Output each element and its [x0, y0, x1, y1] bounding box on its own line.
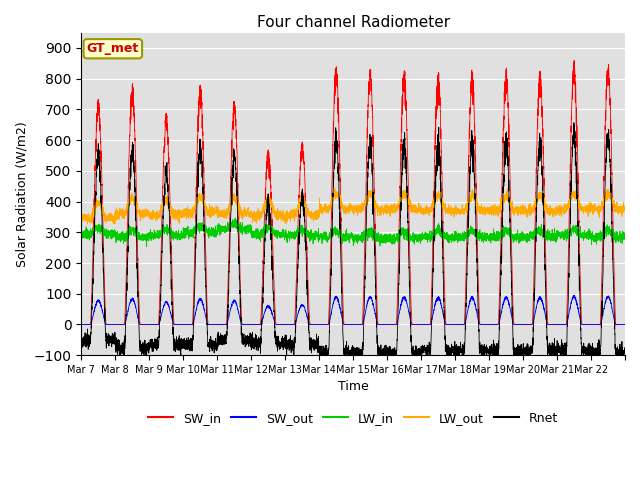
Rnet [373, 333, 381, 338]
LW_in [231, 215, 239, 221]
LW_out [502, 193, 510, 199]
SW_in [190, 281, 198, 287]
LW_in [143, 244, 150, 250]
Rnet [621, 350, 629, 356]
SW_in [403, 100, 410, 106]
SW_out [190, 317, 198, 323]
Rnet [349, 363, 357, 369]
Line: LW_out: LW_out [81, 188, 625, 224]
SW_out [529, 321, 537, 326]
LW_in [403, 233, 410, 239]
SW_in [502, 74, 510, 80]
Title: Four channel Radiometer: Four channel Radiometer [257, 15, 450, 30]
LW_out [529, 204, 537, 210]
SW_out [77, 322, 85, 327]
SW_in [621, 322, 629, 327]
Rnet [502, 131, 510, 136]
LW_out [77, 211, 85, 216]
LW_in [190, 227, 198, 232]
Legend: SW_in, SW_out, LW_in, LW_out, Rnet: SW_in, SW_out, LW_in, LW_out, Rnet [143, 407, 563, 430]
SW_in [77, 322, 85, 327]
Line: LW_in: LW_in [81, 218, 625, 247]
LW_in [621, 232, 629, 238]
SW_out [502, 294, 510, 300]
LW_in [529, 237, 537, 243]
SW_in [570, 58, 578, 63]
SW_out [621, 322, 629, 327]
LW_in [502, 231, 510, 237]
LW_out [374, 205, 381, 211]
Line: SW_in: SW_in [81, 60, 625, 324]
SW_out [543, 319, 550, 325]
SW_in [543, 300, 550, 306]
SW_out [570, 292, 578, 298]
Rnet [529, 342, 537, 348]
LW_out [84, 221, 92, 227]
Line: SW_out: SW_out [81, 295, 625, 324]
Rnet [190, 304, 198, 310]
LW_in [374, 237, 381, 243]
Rnet [77, 337, 85, 343]
Line: Rnet: Rnet [81, 123, 625, 366]
LW_in [543, 232, 551, 238]
Rnet [403, 176, 410, 182]
LW_out [403, 193, 410, 199]
Y-axis label: Solar Radiation (W/m2): Solar Radiation (W/m2) [15, 121, 28, 267]
LW_out [331, 185, 339, 191]
LW_out [621, 204, 629, 210]
LW_out [190, 204, 198, 210]
LW_out [543, 207, 551, 213]
Text: GT_met: GT_met [86, 42, 139, 55]
SW_in [529, 312, 537, 317]
SW_out [403, 297, 410, 303]
SW_in [373, 306, 381, 312]
Rnet [570, 120, 578, 126]
SW_out [373, 320, 381, 326]
LW_in [77, 228, 85, 234]
X-axis label: Time: Time [338, 381, 369, 394]
Rnet [543, 337, 551, 343]
